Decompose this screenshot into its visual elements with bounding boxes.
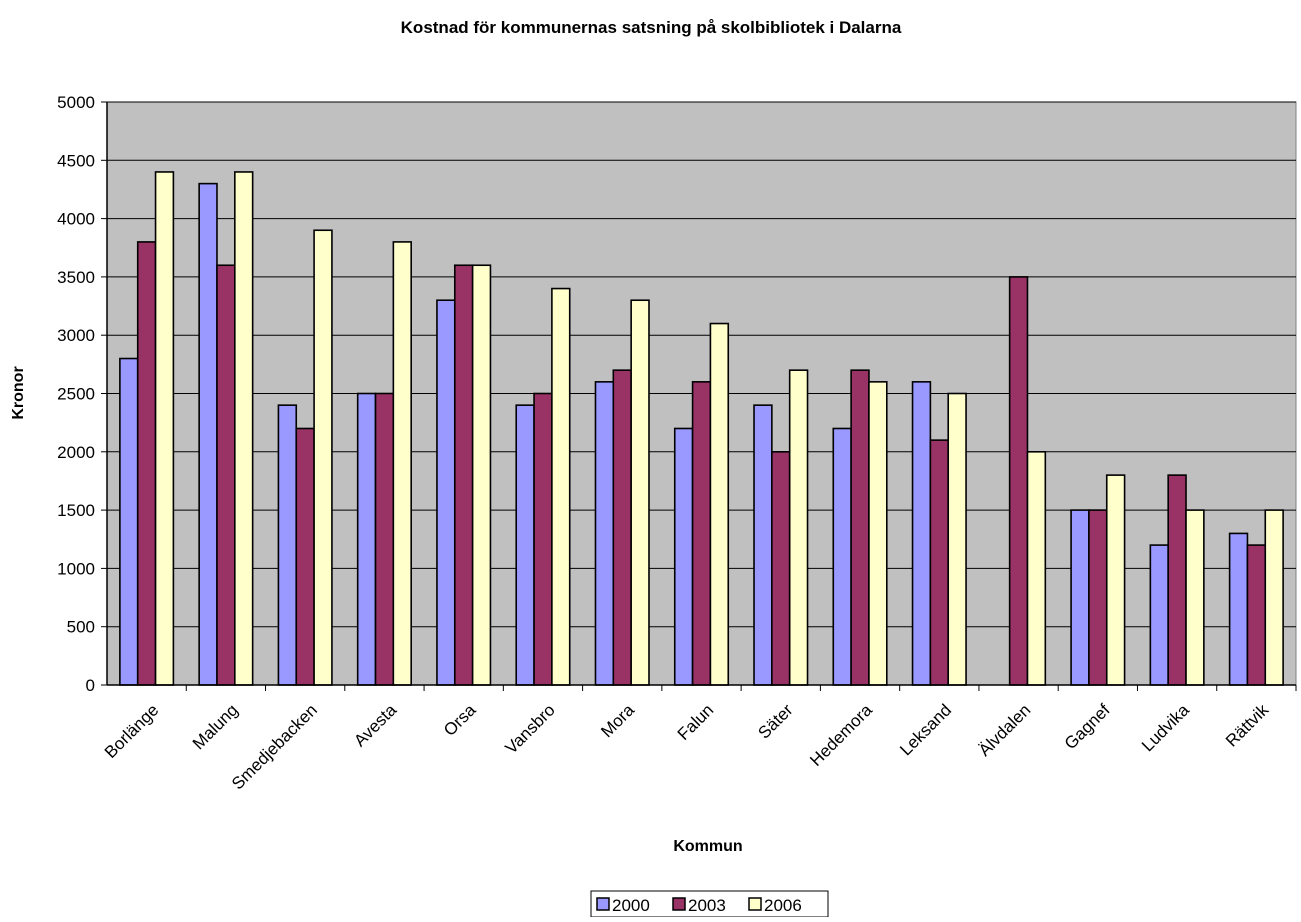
x-tick-label: Orsa [440, 700, 480, 740]
y-tick-labels: 0 500 1000 1500 2000 2500 3000 3500 4000 4500 5000 [57, 93, 95, 695]
x-axis-title: Kommun [673, 838, 742, 855]
bar-2000 [911, 381, 932, 686]
bar-2006 [630, 299, 650, 686]
bar-2000 [673, 427, 694, 686]
bar-2003 [1088, 509, 1108, 686]
bar-2000 [1149, 544, 1169, 686]
x-tick-label: Hedemora [806, 700, 876, 770]
bar-2000 [1228, 532, 1249, 686]
bar-2000 [198, 182, 218, 686]
x-tick-label: Rättvik [1222, 700, 1273, 751]
y-tick-label: 1500 [57, 501, 95, 520]
bar-2003 [612, 369, 632, 686]
y-axis-title: Kronor [10, 366, 27, 419]
bar-2006 [868, 381, 888, 686]
bar-2006 [1026, 450, 1047, 686]
x-tick-label: Falun [674, 700, 718, 744]
chart-title: Kostnad för kommunernas satsning på skol… [401, 18, 902, 37]
bar-2006 [1105, 474, 1126, 686]
bar-2003 [1167, 474, 1187, 686]
bar-2000 [356, 392, 377, 686]
x-tick-label: Vansbro [501, 700, 558, 757]
bar-2003 [216, 264, 236, 686]
y-tick-label: 3000 [57, 326, 95, 345]
bar-2000 [277, 404, 298, 686]
bar-2000 [119, 357, 139, 686]
y-tick-label: 3500 [57, 268, 95, 287]
bar-2000 [1070, 509, 1090, 686]
bar-2003 [374, 392, 395, 686]
x-tick-label: Gagnef [1061, 700, 1114, 753]
x-tick-label: Säter [754, 700, 796, 742]
y-tick-label: 0 [86, 676, 95, 695]
bar-2003 [691, 381, 712, 686]
bar-2003 [929, 439, 950, 686]
x-tick-label: Avesta [350, 700, 400, 750]
bar-2003 [1246, 544, 1267, 686]
bar-2006 [788, 369, 809, 686]
x-tick-label: Malung [189, 700, 242, 753]
legend-swatch [672, 897, 686, 911]
legend-label: 2006 [764, 896, 802, 915]
y-tick-label: 2500 [57, 385, 95, 404]
bar-2003 [533, 392, 553, 686]
bar-2000 [436, 299, 456, 686]
bar-2003 [1008, 276, 1029, 686]
bar-2006 [471, 264, 492, 686]
x-tick-label: Borlänge [101, 700, 163, 762]
bar-2006 [234, 171, 254, 686]
x-tick-label: Smedjebacken [228, 700, 321, 793]
y-tick-label: 5000 [57, 93, 95, 112]
x-tick-label: Leksand [896, 700, 955, 759]
bar-2006 [392, 241, 412, 686]
legend-box [590, 890, 829, 918]
x-tick-label: Mora [597, 700, 638, 741]
legend-label: 2000 [612, 896, 650, 915]
bar-2006 [1264, 509, 1284, 686]
bar-2003 [453, 264, 474, 686]
bar-2006 [551, 287, 571, 686]
y-tick-label: 500 [67, 618, 95, 637]
legend-swatch [596, 897, 610, 911]
bar-2000 [832, 427, 852, 686]
bar-2003 [771, 450, 791, 686]
bar-2006 [709, 322, 730, 686]
y-tick-label: 1000 [57, 559, 95, 578]
bar-2000 [753, 404, 773, 686]
x-tick-label: Ludvika [1138, 700, 1193, 755]
bar-2003 [850, 369, 870, 686]
y-tick-label: 4500 [57, 151, 95, 170]
y-tick-label: 2000 [57, 443, 95, 462]
bar-2006 [154, 171, 175, 686]
bar-2006 [947, 392, 967, 686]
legend-label: 2003 [688, 896, 726, 915]
bar-2000 [515, 404, 535, 686]
legend: 2000 2003 2006 [590, 890, 829, 918]
legend-swatch [748, 897, 762, 911]
axes [101, 101, 1297, 691]
x-tick-label: Älvdalen [975, 700, 1035, 760]
bar-2006 [313, 229, 333, 686]
y-tick-label: 4000 [57, 210, 95, 229]
bar-2003 [295, 427, 315, 686]
bar-2006 [1185, 509, 1205, 686]
bars [119, 171, 1284, 686]
bar-2000 [594, 381, 615, 686]
bar-2003 [136, 241, 157, 686]
